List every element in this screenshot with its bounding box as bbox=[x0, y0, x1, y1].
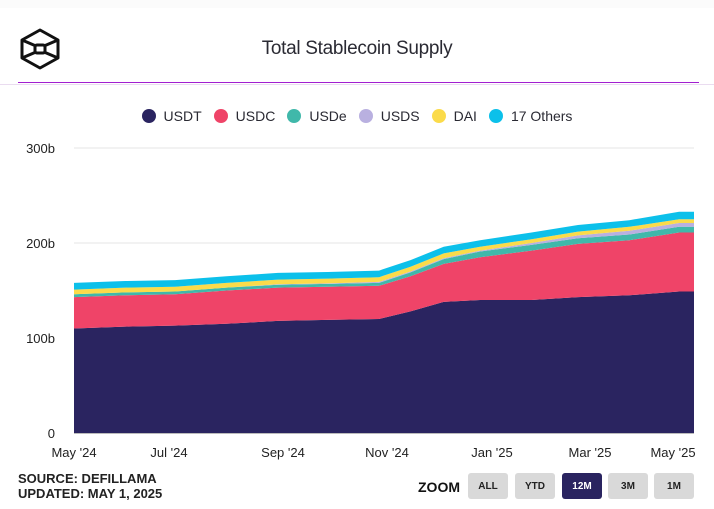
legend-item-usdt[interactable]: USDT bbox=[141, 108, 202, 124]
top-bar bbox=[0, 0, 714, 8]
area-dai[interactable] bbox=[74, 219, 694, 295]
zoom-12m-button[interactable]: 12M bbox=[562, 473, 602, 499]
y-tick-label: 100b bbox=[26, 331, 55, 346]
y-tick-label: 0 bbox=[48, 426, 55, 441]
x-tick-label: Sep '24 bbox=[261, 445, 305, 460]
legend: USDT USDC USDe USDS DAI 17 Others bbox=[0, 108, 714, 124]
stacked-area-chart[interactable]: 0 100b 200b 300b May '24 Jul '24 Sep '24 Nov '… bbox=[0, 130, 714, 465]
legend-item-dai[interactable]: DAI bbox=[431, 108, 477, 124]
legend-dot bbox=[287, 109, 302, 123]
legend-label: USDC bbox=[235, 108, 276, 124]
legend-label: USDT bbox=[163, 108, 202, 124]
area-series bbox=[74, 211, 694, 434]
x-tick-label: Nov '24 bbox=[365, 445, 409, 460]
x-tick-label: May '24 bbox=[51, 445, 96, 460]
legend-item-usds[interactable]: USDS bbox=[358, 108, 420, 124]
legend-dot bbox=[358, 109, 373, 123]
legend-dot bbox=[431, 109, 446, 123]
zoom-1m-button[interactable]: 1M bbox=[654, 473, 694, 499]
x-tick-label: Mar '25 bbox=[569, 445, 612, 460]
source-label: SOURCE: DEFILLAMA bbox=[18, 471, 157, 486]
cube-logo-icon bbox=[20, 28, 60, 70]
legend-item-usdc[interactable]: USDC bbox=[213, 108, 276, 124]
area-usdc[interactable] bbox=[74, 232, 694, 329]
zoom-all-button[interactable]: ALL bbox=[468, 473, 508, 499]
source-note: SOURCE: DEFILLAMA UPDATED: MAY 1, 2025 bbox=[18, 471, 162, 501]
x-tick-label: May '25 bbox=[650, 445, 695, 460]
legend-dot bbox=[141, 109, 156, 123]
zoom-ytd-button[interactable]: YTD bbox=[515, 473, 555, 499]
legend-label: DAI bbox=[453, 108, 477, 124]
updated-label: UPDATED: MAY 1, 2025 bbox=[18, 486, 163, 501]
x-tick-label: Jan '25 bbox=[471, 445, 513, 460]
zoom-3m-button[interactable]: 3M bbox=[608, 473, 648, 499]
area-17-others[interactable] bbox=[74, 211, 694, 290]
legend-dot bbox=[213, 109, 228, 123]
y-tick-label: 300b bbox=[26, 141, 55, 156]
chart-title: Total Stablecoin Supply bbox=[261, 38, 453, 59]
area-usde[interactable] bbox=[74, 226, 694, 298]
y-tick-label: 200b bbox=[26, 236, 55, 251]
legend-label: USDe bbox=[309, 108, 347, 124]
x-axis-ticks: May '24 Jul '24 Sep '24 Nov '24 Jan '25 Mar '… bbox=[51, 445, 695, 460]
title-divider bbox=[18, 82, 699, 83]
area-usdt[interactable] bbox=[74, 291, 694, 434]
zoom-label: ZOOM bbox=[418, 479, 460, 495]
legend-item-others[interactable]: 17 Others bbox=[488, 108, 573, 124]
legend-label: USDS bbox=[380, 108, 420, 124]
x-tick-label: Jul '24 bbox=[150, 445, 187, 460]
legend-label: 17 Others bbox=[510, 108, 573, 124]
title-divider-shadow bbox=[0, 84, 714, 85]
legend-item-usde[interactable]: USDe bbox=[287, 108, 347, 124]
y-axis-ticks: 0 100b 200b 300b bbox=[26, 141, 55, 441]
legend-dot bbox=[488, 109, 503, 123]
